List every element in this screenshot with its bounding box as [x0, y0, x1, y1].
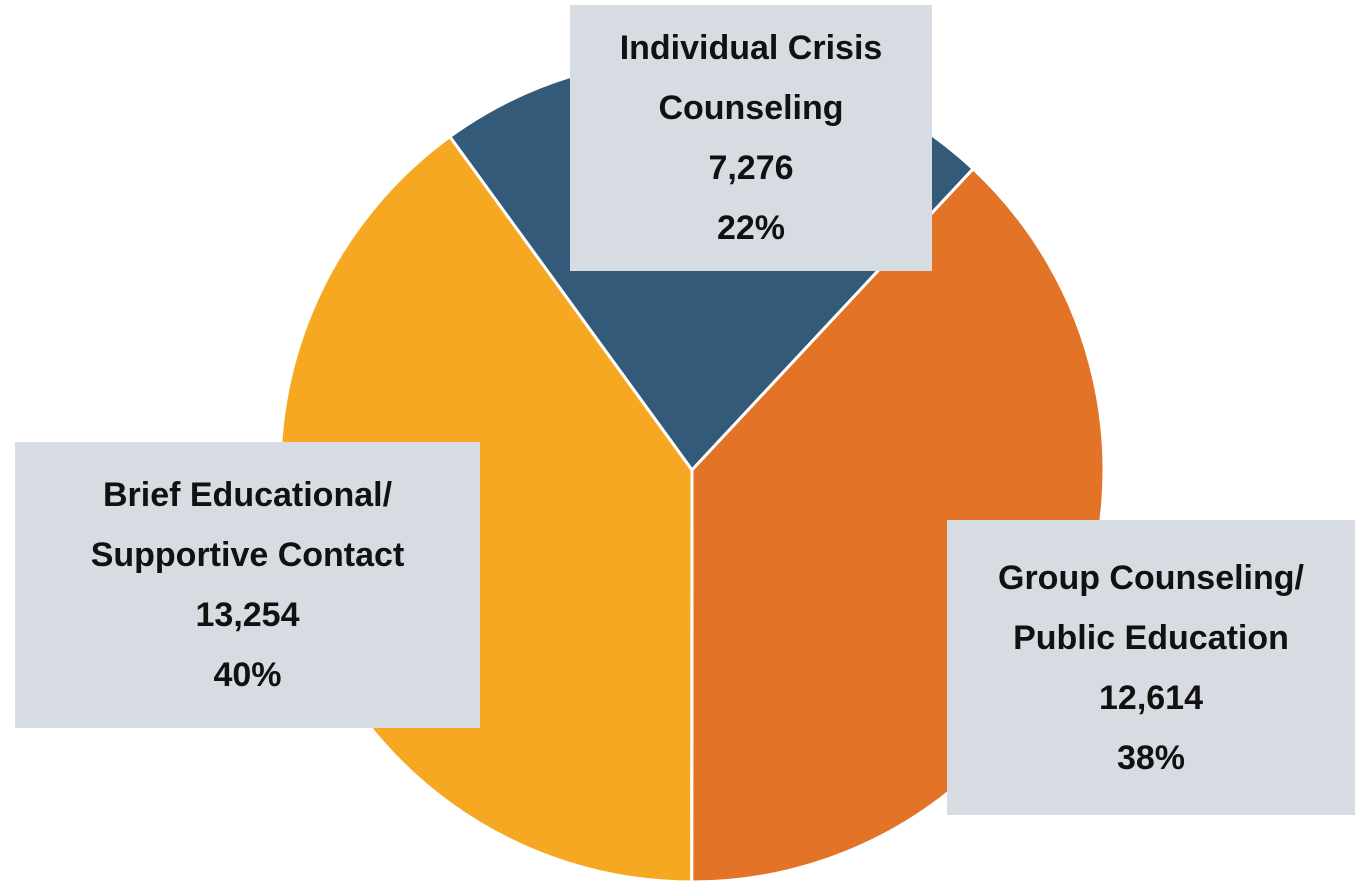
- slice-name: Brief Educational/ Supportive Contact: [90, 476, 405, 574]
- data-label: Brief Educational/ Supportive Contact 13,…: [15, 442, 480, 728]
- slice-value: 12,614: [1099, 678, 1203, 717]
- data-label: Individual Crisis Counseling 7,276 22%: [570, 5, 932, 271]
- slice-value: 13,254: [195, 596, 300, 634]
- slice-percent: 22%: [716, 209, 786, 247]
- slice-name: Individual Crisis Counseling: [619, 29, 883, 127]
- slice-name: Group Counseling/ Public Education: [998, 558, 1304, 657]
- slice-percent: 40%: [213, 656, 282, 694]
- data-label: Group Counseling/ Public Education 12,614…: [947, 520, 1355, 815]
- slice-percent: 38%: [1116, 738, 1186, 777]
- slice-value: 7,276: [708, 149, 794, 187]
